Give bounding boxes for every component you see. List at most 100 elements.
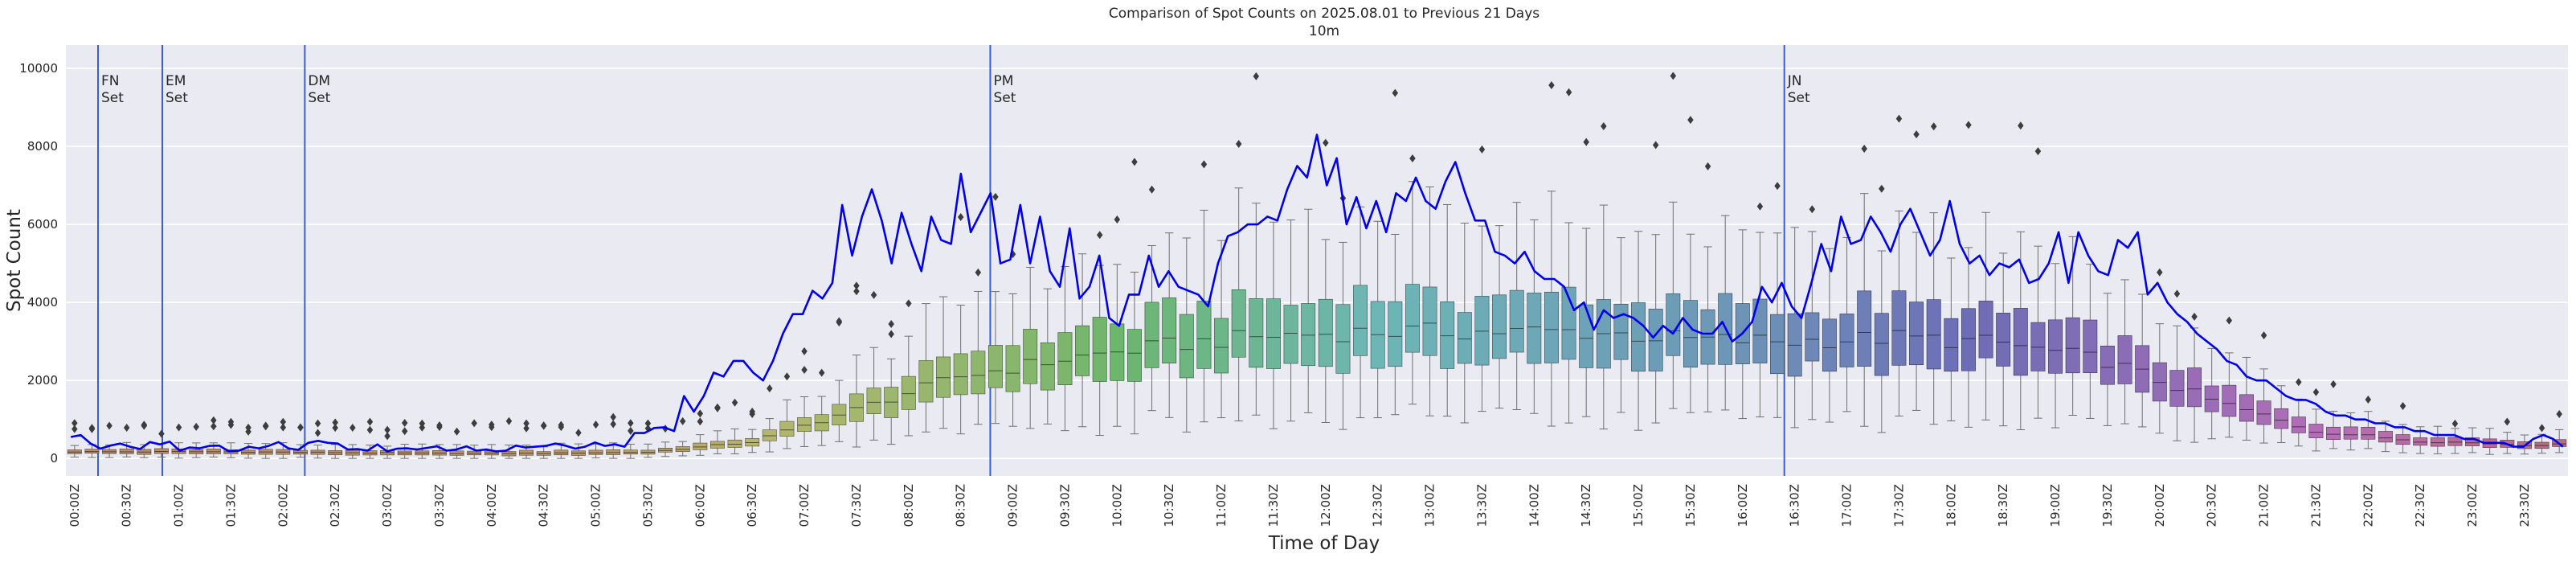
box-body [2222, 384, 2237, 417]
outlier-point [453, 427, 460, 436]
x-tick-label: 23:00Z [2465, 484, 2480, 527]
outlier-point [836, 318, 843, 327]
box-body [1613, 303, 1629, 360]
outlier-point [2330, 379, 2337, 388]
outlier-point [245, 423, 251, 432]
box-plot [2239, 356, 2254, 441]
x-tick-label: 06:30Z [745, 484, 759, 527]
x-tick-label: 13:00Z [1423, 484, 1437, 527]
outlier-point [1601, 122, 1607, 131]
outlier-point [1548, 81, 1555, 90]
box-body [2065, 317, 2080, 374]
box-body [2447, 437, 2463, 446]
outlier-point [2451, 419, 2459, 428]
outlier-point [489, 423, 495, 432]
box-plot [2534, 433, 2549, 454]
outlier-point [749, 407, 755, 416]
outlier-point [2538, 424, 2545, 433]
x-tick-label: 15:00Z [1631, 484, 1646, 527]
outlier-point [141, 420, 148, 429]
outlier-point [1114, 215, 1121, 224]
outlier-point [2365, 396, 2372, 404]
outlier-point [523, 419, 530, 428]
x-tick-label: 11:00Z [1214, 484, 1229, 527]
box-plot [536, 446, 551, 459]
outlier-point [1756, 202, 1764, 211]
box-plot [658, 441, 673, 457]
box-plot [1266, 221, 1281, 429]
box-plot [1752, 232, 1768, 418]
x-tick-label: 10:30Z [1162, 484, 1176, 527]
x-tick-label: 13:30Z [1474, 484, 1489, 527]
x-tick-label: 11:30Z [1266, 484, 1281, 527]
outlier-point [1809, 205, 1816, 214]
box-plot [745, 429, 760, 453]
y-tick-label: 10000 [19, 61, 58, 76]
box-plot [67, 445, 82, 458]
box-body [1353, 285, 1368, 356]
box-plot [1353, 206, 1368, 419]
box-plot [848, 355, 864, 448]
box-body [2117, 335, 2132, 384]
box-plot [2204, 347, 2219, 440]
box-plot [1787, 227, 1802, 429]
box-body [2291, 416, 2306, 433]
outlier-point [72, 425, 78, 433]
box-body [1961, 308, 1976, 371]
outlier-point [2260, 331, 2267, 340]
y-tick-label: 4000 [27, 295, 58, 310]
outlier-point [592, 420, 599, 429]
box-body [1023, 329, 1038, 384]
x-tick-label: 19:00Z [2048, 484, 2063, 527]
outlier-point [1895, 114, 1903, 123]
x-tick-label: 05:30Z [640, 484, 655, 527]
box-body [2308, 424, 2324, 438]
outlier-point [2191, 312, 2198, 321]
box-body [1770, 314, 1785, 375]
box-plot [1388, 233, 1403, 416]
outlier-point [628, 419, 634, 428]
outlier-point [314, 429, 321, 437]
chart-title: Comparison of Spot Counts on 2025.08.01 … [1109, 6, 1539, 22]
x-tick-label: 20:00Z [2153, 484, 2167, 527]
box-body [2083, 319, 2098, 374]
box-plot [2169, 325, 2185, 441]
outlier-point [610, 412, 616, 421]
box-body [1301, 303, 1316, 367]
outlier-point [245, 427, 251, 436]
outlier-point [384, 432, 390, 441]
annotation-label: EM [166, 73, 186, 89]
annotation-label: Set [308, 90, 330, 106]
box-plot [1370, 220, 1385, 419]
box-body [2013, 308, 2028, 376]
outlier-point [211, 416, 217, 425]
box-plot [2187, 327, 2202, 443]
box-plot [918, 303, 934, 433]
x-tick-label: 15:30Z [1683, 484, 1698, 527]
x-tick-label: 03:00Z [380, 484, 395, 527]
outlier-point [540, 421, 547, 430]
box-body [1457, 312, 1472, 364]
box-body [1926, 299, 1941, 370]
box-body [2274, 408, 2289, 429]
annotation-label: DM [308, 73, 330, 89]
outlier-point [2312, 388, 2320, 396]
box-plot [1179, 237, 1194, 433]
box-body [1874, 313, 1889, 376]
box-body [153, 448, 169, 454]
box-plot [2343, 412, 2358, 451]
box-body [936, 356, 951, 398]
x-tick-label: 07:30Z [849, 484, 864, 527]
box-body [797, 417, 812, 433]
x-tick-label: 09:30Z [1057, 484, 1072, 527]
box-plot [310, 445, 325, 459]
outlier-point [558, 423, 565, 432]
box-plot [2135, 293, 2150, 428]
box-body [2100, 345, 2115, 385]
box-plot [1527, 219, 1542, 414]
box-body [1891, 290, 1907, 366]
y-axis-label: Spot Count [4, 209, 25, 312]
gridlines [66, 68, 2568, 459]
